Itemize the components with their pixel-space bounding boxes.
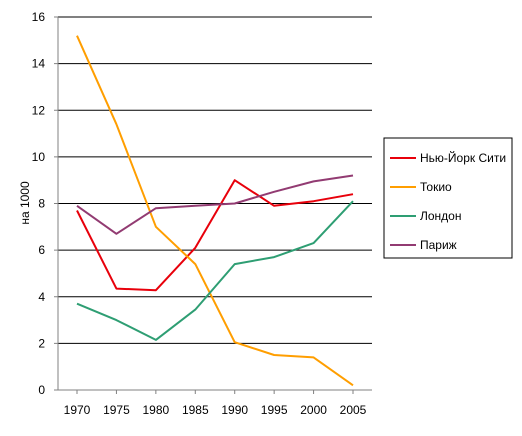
x-tick-label: 1975 xyxy=(103,403,130,417)
legend-label: Нью-Йорк Сити xyxy=(420,150,506,165)
x-tick-label: 1985 xyxy=(182,403,209,417)
x-tick-label: 2005 xyxy=(340,403,367,417)
legend: Нью-Йорк Сити Токио Лондон Париж xyxy=(383,137,513,259)
legend-label: Париж xyxy=(420,238,457,252)
y-tick-label: 0 xyxy=(38,383,45,397)
series-line xyxy=(76,174,354,235)
x-tick-label: 1995 xyxy=(261,403,288,417)
y-tick-label: 6 xyxy=(38,243,45,257)
series-line xyxy=(76,35,354,387)
y-tick-label: 10 xyxy=(32,150,46,164)
y-tick-label: 4 xyxy=(38,290,45,304)
x-tick-label: 1970 xyxy=(64,403,91,417)
y-tick-label: 12 xyxy=(32,103,46,117)
x-tick-label: 2000 xyxy=(300,403,327,417)
y-tick-label: 16 xyxy=(32,10,46,24)
x-tick-labels: 1970 1975 1980 1985 1990 1995 2000 2005 xyxy=(64,390,367,417)
x-tick-label: 1980 xyxy=(143,403,170,417)
legend-label: Токио xyxy=(420,180,452,194)
x-tick-label: 1990 xyxy=(221,403,248,417)
series-lines xyxy=(76,35,354,387)
legend-label: Лондон xyxy=(420,209,461,223)
y-tick-labels: 0 2 4 6 8 10 12 14 16 xyxy=(32,10,46,397)
series-line xyxy=(76,200,354,341)
y-axis-label: на 1000 xyxy=(18,181,32,225)
y-tick-label: 14 xyxy=(32,57,46,71)
y-tick-label: 2 xyxy=(38,336,45,350)
y-tick-label: 8 xyxy=(38,197,45,211)
axes xyxy=(57,17,372,391)
series-line xyxy=(76,179,354,292)
grid xyxy=(54,16,372,391)
